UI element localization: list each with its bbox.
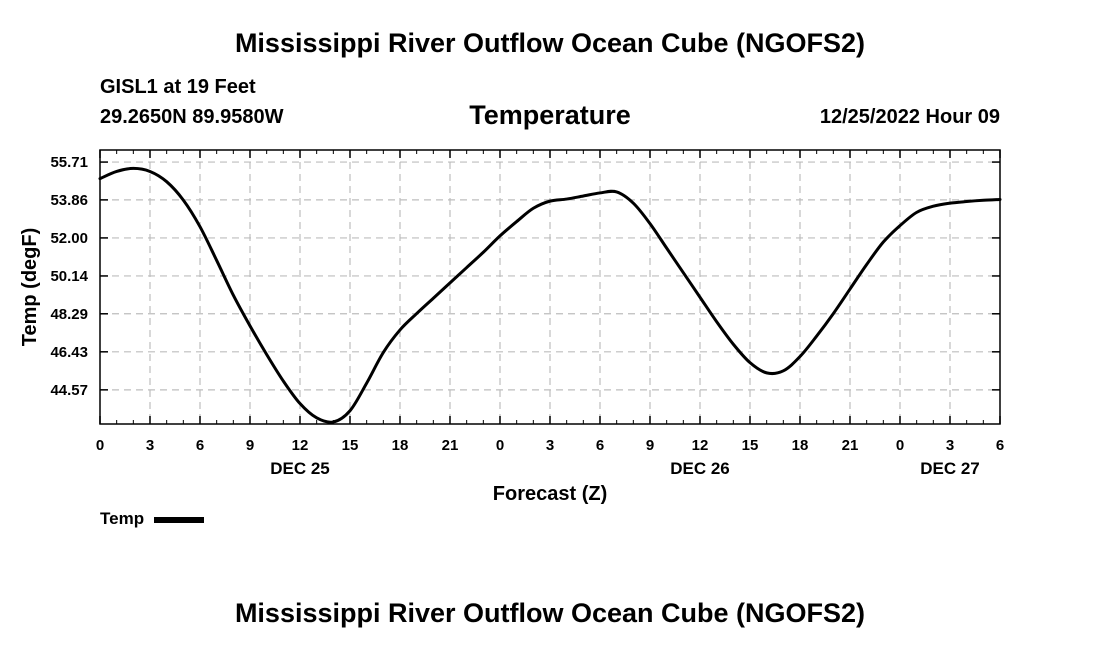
day-label: DEC 26 [670,459,730,478]
y-tick-label: 46.43 [50,344,88,361]
y-tick-label: 48.29 [50,306,88,323]
legend-label: Temp [100,509,145,528]
x-tick-label: 3 [946,437,954,454]
x-axis-title: Forecast (Z) [493,483,607,505]
x-tick-label: 18 [792,437,809,454]
x-tick-label: 9 [646,437,654,454]
x-tick-label: 6 [196,437,204,454]
x-tick-label: 3 [546,437,554,454]
footer-title: Mississippi River Outflow Ocean Cube (NG… [234,598,866,628]
legend-swatch [154,517,205,523]
x-tick-label: 12 [292,437,309,454]
x-tick-label: 6 [996,437,1004,454]
x-tick-label: 0 [496,437,504,454]
x-tick-label: 6 [596,437,604,454]
x-tick-label: 21 [442,437,459,454]
y-tick-label: 44.57 [50,382,88,399]
y-tick-label: 52.00 [50,230,88,247]
x-tick-label: 3 [146,437,154,454]
x-tick-label: 15 [342,437,359,454]
x-tick-label: 21 [842,437,859,454]
grid [100,150,1000,424]
y-tick-label: 50.14 [50,268,88,285]
day-label: DEC 27 [920,459,980,478]
y-tick-label: 53.86 [50,192,88,209]
temp-series-line [98,166,1002,424]
x-tick-label: 12 [692,437,709,454]
coordinates-label: 29.2650N 89.9580W [100,106,284,128]
x-tick-label: 0 [96,437,104,454]
timestamp-label: 12/25/2022 Hour 09 [819,106,1000,128]
legend: Temp [100,509,205,529]
axes: 0 3 6 9 12 15 18 21 0 3 6 9 12 15 18 21 0 3 6 44.57 46.43 48.… [19,150,1004,505]
x-tick-label: 9 [246,437,254,454]
temperature-chart: 0 3 6 9 12 15 18 21 0 3 6 9 12 15 18 21 0 3 6 44.57 46.43 48.… [19,149,1004,505]
y-axis-title: Temp (degF) [19,228,41,347]
x-tick-label: 18 [392,437,409,454]
x-tick-label: 15 [742,437,759,454]
x-tick-label: 0 [896,437,904,454]
chart-title: Temperature [469,100,631,130]
station-label: GISL1 at 19 Feet [100,76,256,98]
day-label: DEC 25 [270,459,330,478]
page-title: Mississippi River Outflow Ocean Cube (NG… [234,28,866,58]
y-tick-label: 55.71 [50,154,88,171]
